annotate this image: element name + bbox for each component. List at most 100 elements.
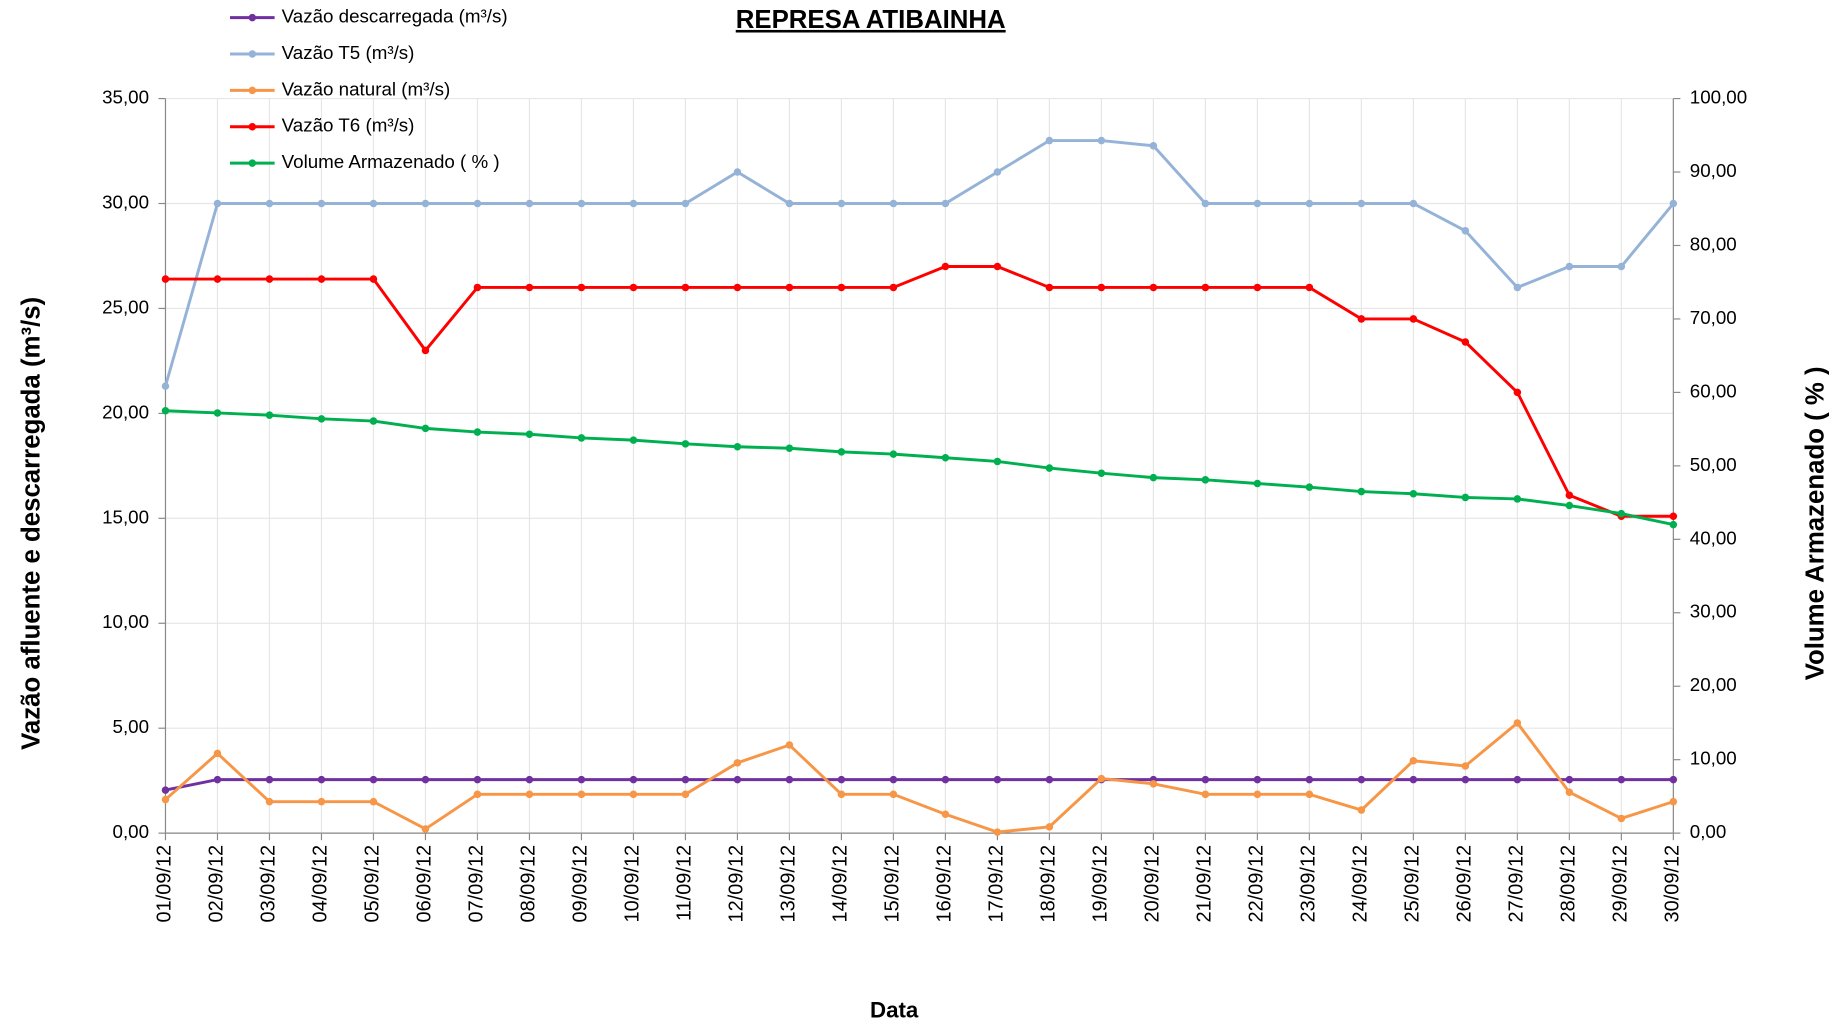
point: [525, 775, 534, 784]
x-tick-label: 14/09/12: [830, 845, 852, 923]
point: [837, 283, 846, 292]
point: [473, 790, 482, 799]
point: [1565, 262, 1574, 271]
point: [1097, 469, 1106, 477]
point: [1513, 388, 1522, 397]
point: [265, 275, 274, 283]
point: [577, 283, 586, 292]
point: [681, 775, 690, 784]
point: [681, 790, 690, 799]
point: [1149, 142, 1158, 150]
point: [369, 797, 378, 806]
point: [1357, 315, 1366, 323]
point: [161, 786, 170, 794]
point: [1565, 491, 1574, 499]
point: [525, 790, 534, 799]
point: [1201, 775, 1210, 784]
point: [733, 775, 742, 784]
y2-tick-label: 30,00: [1690, 601, 1737, 622]
point: [889, 790, 898, 799]
y2-tick-label: 0,00: [1690, 821, 1727, 842]
point: [837, 448, 846, 456]
point: [733, 443, 742, 451]
point: [577, 199, 586, 208]
y2-tick-label: 80,00: [1690, 233, 1737, 254]
point: [1409, 490, 1418, 498]
x-tick-label: 06/09/12: [414, 845, 436, 923]
point: [1409, 199, 1418, 208]
point: [1461, 762, 1470, 770]
point: [681, 440, 690, 448]
series-line: [165, 265, 1674, 518]
point: [1253, 283, 1262, 292]
point: [1045, 823, 1054, 831]
point: [369, 417, 378, 425]
x-tick-label: 28/09/12: [1558, 845, 1580, 923]
point: [681, 199, 690, 208]
point: [1461, 338, 1470, 346]
legend-marker: [248, 50, 257, 58]
point: [265, 775, 274, 784]
y2-tick-label: 40,00: [1690, 527, 1737, 548]
point: [733, 168, 742, 176]
point: [1045, 464, 1054, 472]
y-tick-label: 10,00: [102, 611, 149, 632]
y-tick-label: 15,00: [102, 506, 149, 527]
legend-marker: [248, 86, 257, 95]
point: [525, 199, 534, 208]
x-tick-label: 02/09/12: [206, 845, 228, 923]
point: [1201, 283, 1210, 292]
point: [733, 759, 742, 767]
x-tick-label: 04/09/12: [310, 845, 332, 923]
point: [1617, 262, 1626, 271]
point: [473, 775, 482, 784]
y2-tick-label: 90,00: [1690, 160, 1737, 181]
point: [629, 199, 638, 208]
point: [1669, 199, 1678, 208]
point: [213, 775, 222, 784]
point: [1305, 790, 1314, 799]
point: [733, 283, 742, 292]
point: [889, 199, 898, 208]
point: [681, 283, 690, 292]
point: [941, 199, 950, 208]
y2-tick-label: 60,00: [1690, 380, 1737, 401]
point: [1409, 775, 1418, 784]
point: [473, 283, 482, 292]
x-axis-title: Data: [870, 997, 919, 1022]
point: [889, 283, 898, 292]
point: [1669, 775, 1678, 784]
x-tick-label: 05/09/12: [362, 845, 384, 923]
point: [265, 199, 274, 208]
point: [317, 797, 326, 806]
point: [577, 434, 586, 442]
point: [161, 795, 170, 804]
point: [941, 454, 950, 462]
x-tick-label: 07/09/12: [466, 845, 488, 923]
point: [421, 346, 430, 355]
point: [941, 775, 950, 784]
x-tick-label: 15/09/12: [882, 845, 904, 923]
x-tick-label: 19/09/12: [1090, 845, 1112, 923]
point: [1565, 501, 1574, 510]
legend-label: Vazão T5 (m³/s): [282, 42, 415, 63]
point: [941, 810, 950, 819]
x-tick-label: 30/09/12: [1662, 845, 1684, 923]
legend-label: Vazão T6 (m³/s): [282, 115, 415, 136]
y-tick-label: 20,00: [102, 401, 149, 422]
point: [1201, 790, 1210, 799]
x-tick-label: 20/09/12: [1142, 845, 1164, 923]
point: [1617, 509, 1626, 518]
point: [1305, 775, 1314, 784]
x-tick-label: 08/09/12: [518, 845, 540, 923]
point: [369, 775, 378, 784]
point: [889, 775, 898, 784]
point: [1409, 756, 1418, 765]
point: [1357, 775, 1366, 784]
x-tick-label: 09/09/12: [570, 845, 592, 923]
point: [1461, 775, 1470, 784]
point: [785, 741, 794, 749]
legend-marker: [248, 13, 257, 22]
point: [473, 428, 482, 436]
